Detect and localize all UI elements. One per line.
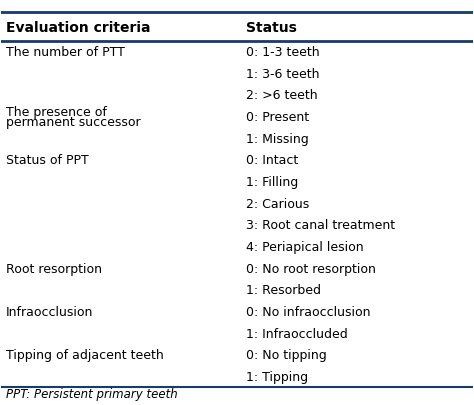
- Text: 1: 3-6 teeth: 1: 3-6 teeth: [246, 68, 320, 81]
- Text: Root resorption: Root resorption: [6, 262, 102, 275]
- Text: 0: Present: 0: Present: [246, 111, 310, 124]
- Text: 2: Carious: 2: Carious: [246, 197, 310, 210]
- Text: 1: Resorbed: 1: Resorbed: [246, 284, 321, 297]
- Text: Status: Status: [246, 21, 297, 34]
- Text: 4: Periapical lesion: 4: Periapical lesion: [246, 241, 364, 254]
- Text: 3: Root canal treatment: 3: Root canal treatment: [246, 219, 395, 232]
- Text: permanent successor: permanent successor: [6, 116, 141, 129]
- Text: 0: No infraocclusion: 0: No infraocclusion: [246, 305, 371, 318]
- Text: Evaluation criteria: Evaluation criteria: [6, 21, 151, 34]
- Text: The number of PTT: The number of PTT: [6, 46, 125, 59]
- Text: Status of PPT: Status of PPT: [6, 154, 89, 167]
- Text: 1: Missing: 1: Missing: [246, 132, 309, 145]
- Text: The presence of: The presence of: [6, 105, 107, 118]
- Text: 1: Filling: 1: Filling: [246, 176, 299, 189]
- Text: 0: No tipping: 0: No tipping: [246, 349, 327, 362]
- Text: Infraocclusion: Infraocclusion: [6, 305, 93, 318]
- Text: PPT: Persistent primary teeth: PPT: Persistent primary teeth: [6, 387, 178, 400]
- Text: 0: No root resorption: 0: No root resorption: [246, 262, 376, 275]
- Text: 1: Infraoccluded: 1: Infraoccluded: [246, 327, 348, 340]
- Text: 0: Intact: 0: Intact: [246, 154, 299, 167]
- Text: 1: Tipping: 1: Tipping: [246, 370, 309, 383]
- Text: 2: >6 teeth: 2: >6 teeth: [246, 89, 318, 102]
- Text: Tipping of adjacent teeth: Tipping of adjacent teeth: [6, 349, 164, 362]
- Text: 0: 1-3 teeth: 0: 1-3 teeth: [246, 46, 320, 59]
